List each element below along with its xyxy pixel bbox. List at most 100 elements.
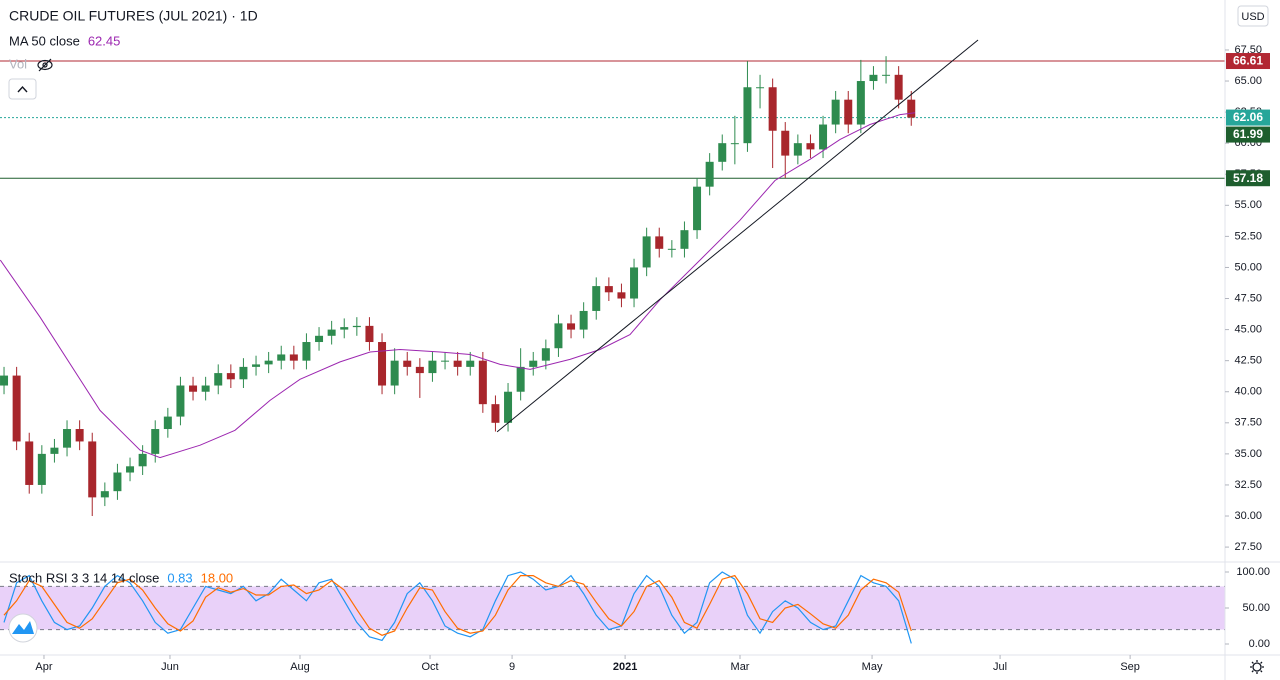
stoch-y-tick-label: 0.00 <box>1249 638 1270 650</box>
trend-line <box>496 39 979 433</box>
candle-body <box>781 130 790 156</box>
currency-button[interactable]: USD <box>1237 5 1269 27</box>
moving-average-line <box>0 112 916 459</box>
candle-body <box>579 310 588 330</box>
price-labels: 66.61 62.06 61.99 57.18 <box>1226 53 1270 187</box>
legend: CRUDE OIL FUTURES (JUL 2021) · 1D MA 50 … <box>8 8 258 585</box>
candle-body <box>75 429 84 442</box>
y-tick-label: 27.50 <box>1234 541 1262 553</box>
stoch-y-tick-label: 100.00 <box>1236 566 1270 578</box>
ma-legend-value: 62.45 <box>88 33 121 48</box>
stoch-y-tick-label: 50.00 <box>1242 602 1270 614</box>
candle-body <box>113 472 122 492</box>
volume-legend: Vol <box>9 56 27 71</box>
candle-body <box>214 373 223 386</box>
stoch-line <box>3 574 912 636</box>
candle-body <box>592 286 601 311</box>
price-label-box <box>1226 170 1270 187</box>
stoch-k-value: 0.83 <box>167 570 192 585</box>
candle-body <box>743 87 752 144</box>
candle-body <box>730 143 739 145</box>
candle-body <box>403 360 412 367</box>
candle-body <box>0 375 9 386</box>
candle-body <box>441 360 450 362</box>
y-tick-label: 35.00 <box>1234 448 1262 460</box>
y-tick-label: 37.50 <box>1234 417 1262 429</box>
candle-body <box>793 143 802 156</box>
candle-body <box>63 429 72 448</box>
candle-body <box>226 373 235 380</box>
candle-body <box>138 453 147 467</box>
candle-body <box>264 360 273 365</box>
candle-body <box>680 230 689 249</box>
candle-body <box>554 323 563 349</box>
price-label: 61.99 <box>1233 127 1263 141</box>
y-tick-label: 47.50 <box>1234 292 1262 304</box>
candle-body <box>718 143 727 162</box>
y-tick-label: 65.00 <box>1234 75 1262 87</box>
candle-body <box>667 248 676 250</box>
x-tick-label: Aug <box>290 661 310 673</box>
candle-body <box>768 87 777 131</box>
candle-body <box>907 99 916 118</box>
candle-body <box>856 81 865 125</box>
candle-body <box>567 323 576 330</box>
y-tick-label: 30.00 <box>1234 510 1262 522</box>
collapse-button[interactable] <box>8 78 37 100</box>
candle-body <box>100 491 109 498</box>
candle-body <box>201 385 210 392</box>
candle-body <box>315 335 324 343</box>
y-tick-label: 40.00 <box>1234 386 1262 398</box>
candle-body <box>756 87 765 89</box>
candle-body <box>516 366 525 392</box>
y-tick-label: 45.00 <box>1234 324 1262 336</box>
candle-body <box>50 447 59 454</box>
price-label-box <box>1226 126 1270 143</box>
candle-body <box>453 360 462 367</box>
ma-legend-name: MA 50 close <box>9 33 80 48</box>
x-tick-label: 2021 <box>613 661 637 673</box>
hidden-eye-icon[interactable] <box>37 58 53 72</box>
candle-body <box>806 143 815 150</box>
candle-body <box>151 429 160 454</box>
chart-title: CRUDE OIL FUTURES (JUL 2021) · 1D <box>9 8 258 24</box>
price-label: 57.18 <box>1233 171 1263 185</box>
x-tick-label: Sep <box>1120 661 1140 673</box>
candle-body <box>25 441 34 485</box>
candle-body <box>642 236 651 268</box>
x-tick-label: 9 <box>509 661 515 673</box>
logo[interactable] <box>8 613 38 643</box>
candle-body <box>327 329 336 336</box>
candle-body <box>894 74 903 100</box>
settings-icon[interactable] <box>1250 660 1264 674</box>
candle-body <box>882 74 891 76</box>
candle-body <box>831 99 840 125</box>
x-tick-label: Mar <box>731 661 750 673</box>
candle-body <box>478 360 487 405</box>
x-tick-label: Oct <box>421 661 438 673</box>
stoch-pane <box>0 571 1225 644</box>
candle-body <box>869 74 878 82</box>
candle-body <box>415 366 424 374</box>
candle-body <box>693 186 702 231</box>
y-tick-label: 50.00 <box>1234 261 1262 273</box>
y-tick-label: 42.50 <box>1234 355 1262 367</box>
x-tick-label: May <box>862 661 883 673</box>
candle-body <box>302 342 311 361</box>
price-label-box <box>1226 53 1270 70</box>
candle-body <box>289 354 298 361</box>
candle-body <box>466 360 475 367</box>
candle-body <box>12 375 21 442</box>
candle-body <box>428 360 437 374</box>
candle-body <box>176 385 185 417</box>
x-tick-label: Apr <box>35 661 52 673</box>
currency-label: USD <box>1241 11 1264 23</box>
stoch-legend-name: Stoch RSI 3 3 14 14 close <box>9 570 159 585</box>
y-tick-label: 32.50 <box>1234 479 1262 491</box>
price-label: 62.06 <box>1233 110 1263 124</box>
candle-body <box>163 416 172 430</box>
candle-body <box>504 391 513 423</box>
